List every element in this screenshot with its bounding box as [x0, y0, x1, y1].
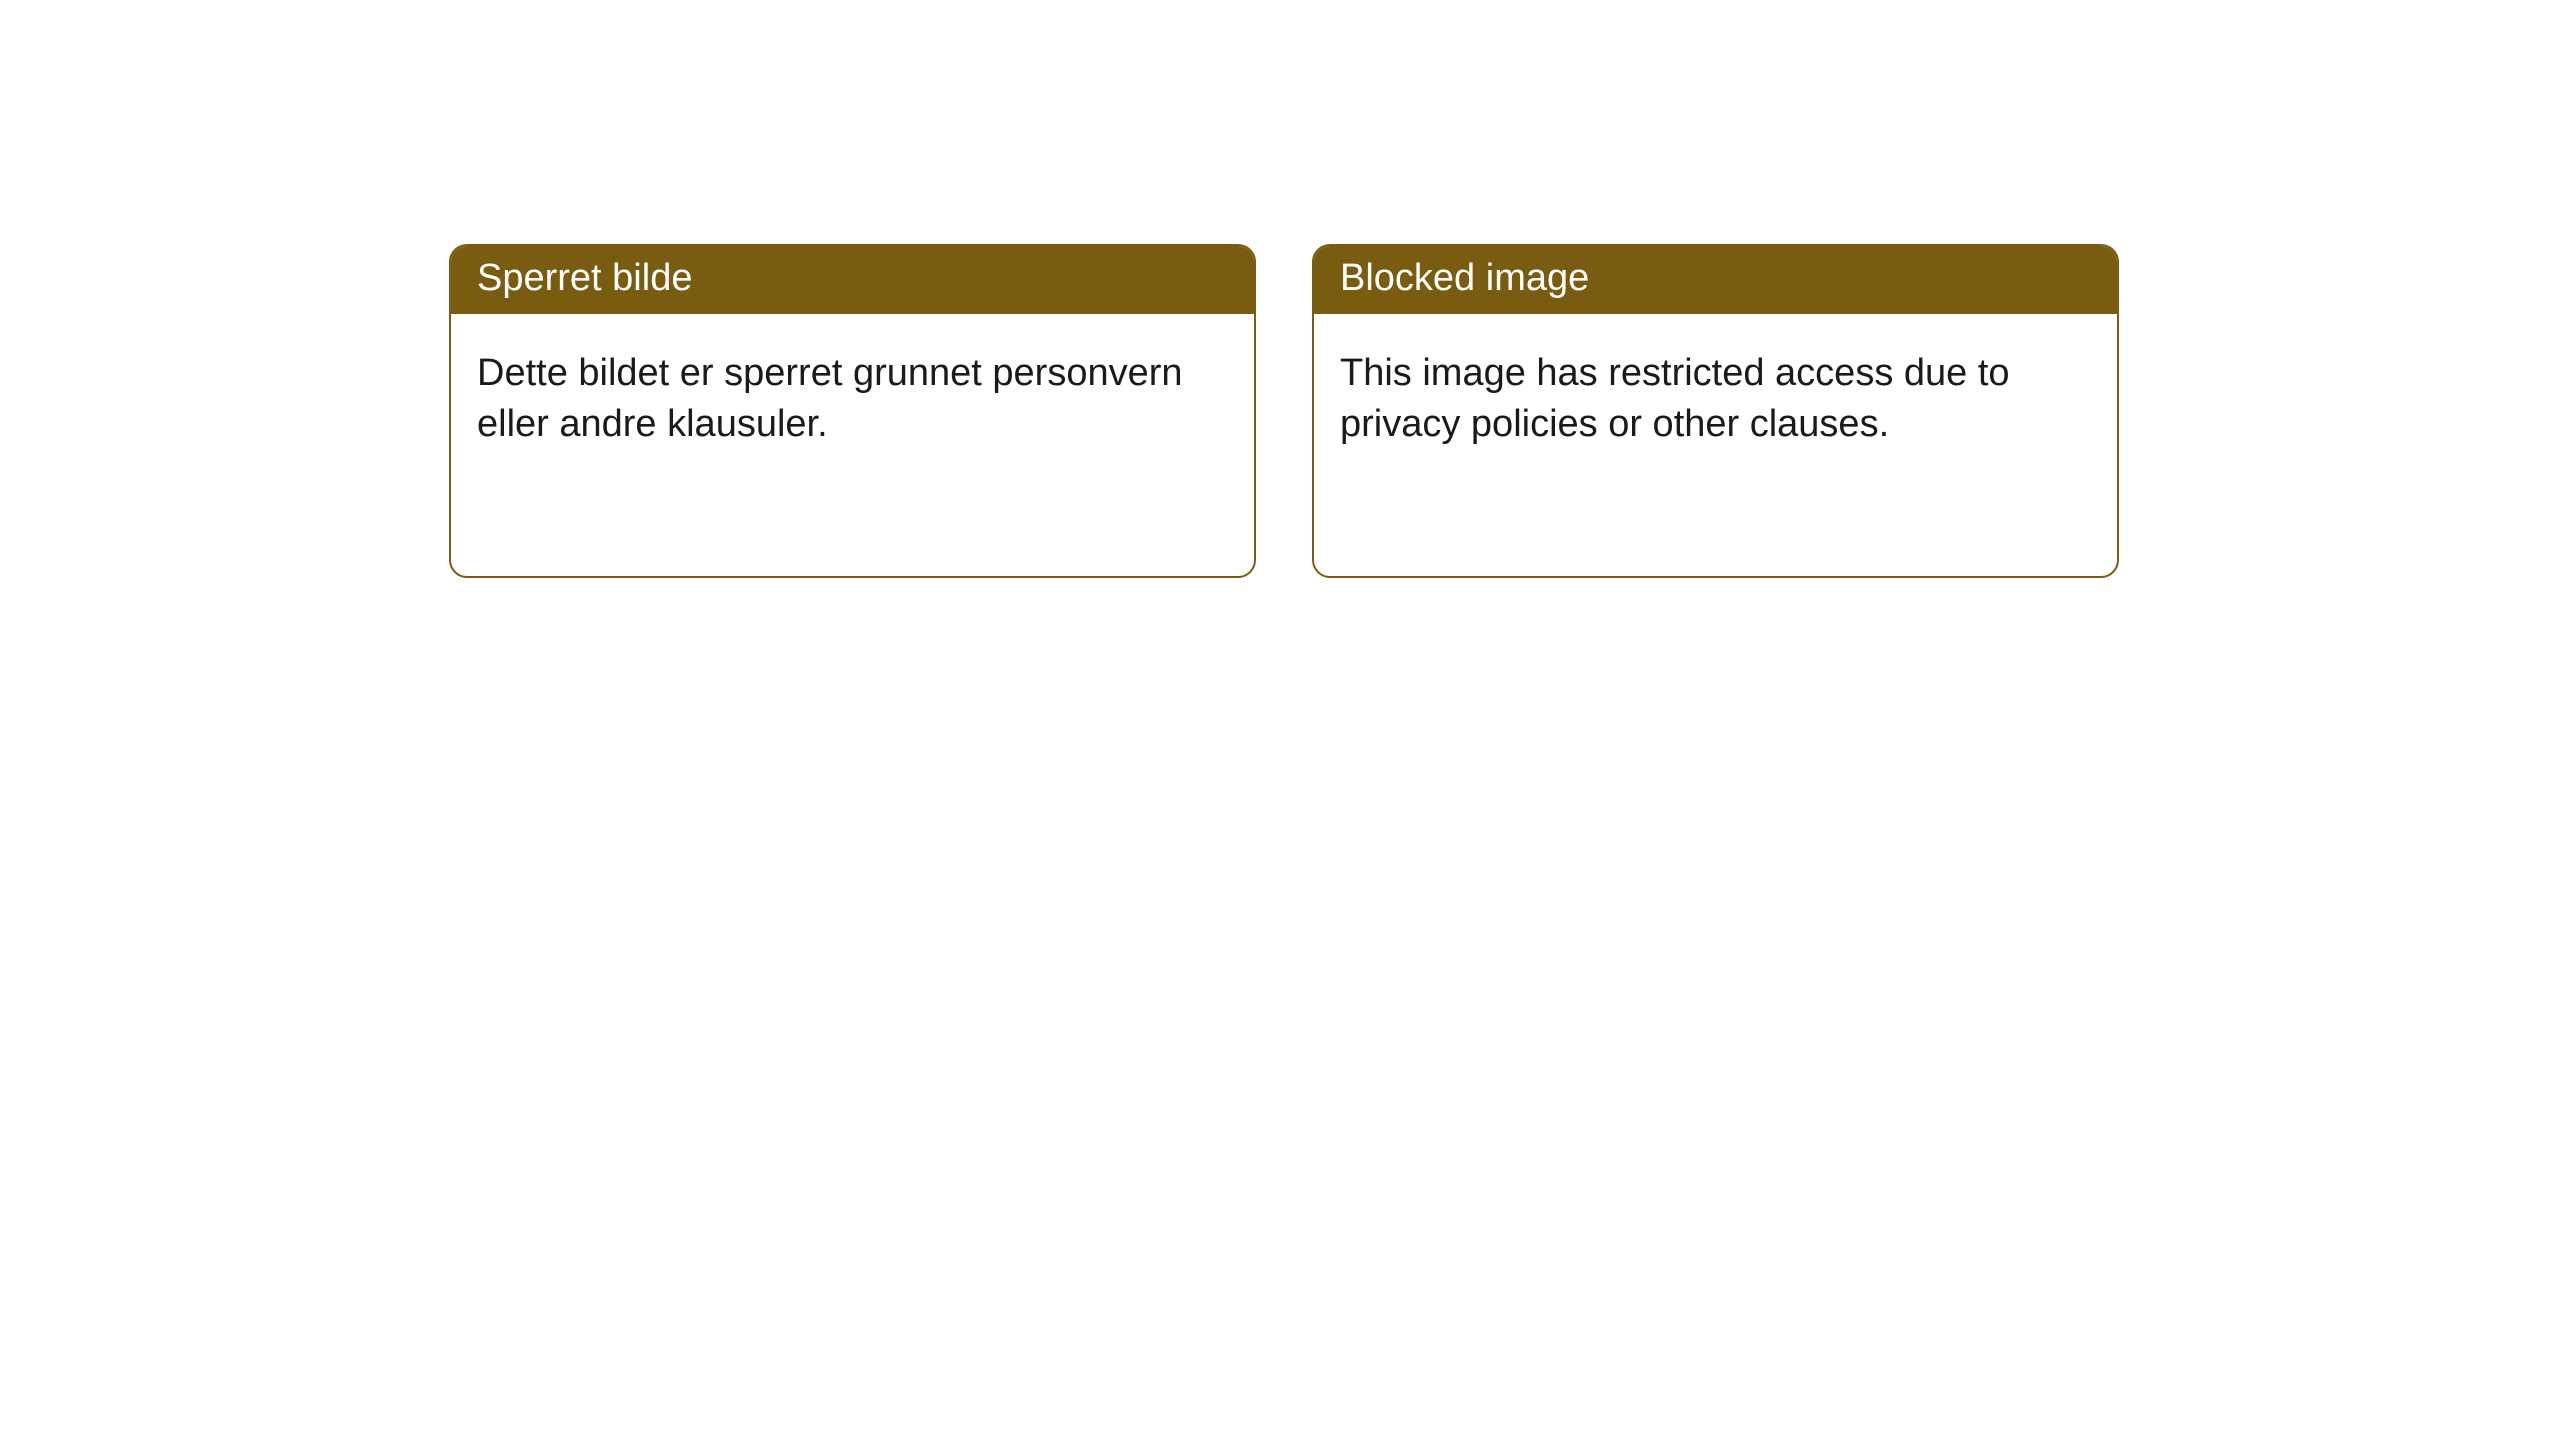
notice-card-norwegian: Sperret bilde Dette bildet er sperret gr… [449, 244, 1256, 578]
notice-card-english: Blocked image This image has restricted … [1312, 244, 2119, 578]
card-header: Blocked image [1314, 246, 2117, 314]
card-body: This image has restricted access due to … [1314, 314, 2117, 485]
card-title: Sperret bilde [477, 257, 692, 299]
card-title: Blocked image [1340, 257, 1589, 299]
card-body: Dette bildet er sperret grunnet personve… [451, 314, 1254, 485]
card-body-text: Dette bildet er sperret grunnet personve… [477, 352, 1183, 446]
card-header: Sperret bilde [451, 246, 1254, 314]
notice-container: Sperret bilde Dette bildet er sperret gr… [0, 0, 2560, 578]
card-body-text: This image has restricted access due to … [1340, 352, 2010, 446]
